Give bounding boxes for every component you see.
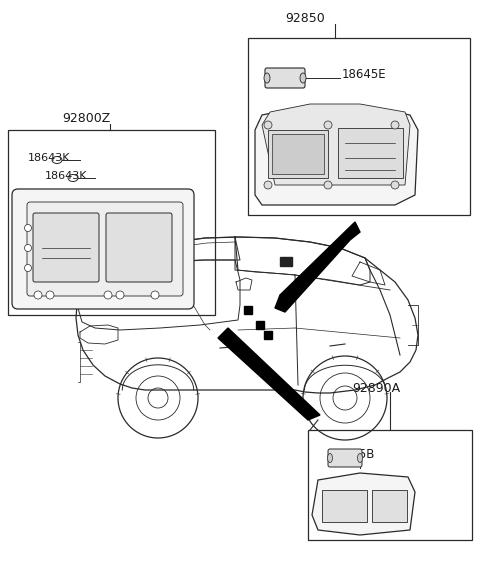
Ellipse shape (300, 73, 306, 83)
Bar (268, 130, 328, 178)
Circle shape (324, 121, 332, 129)
Circle shape (391, 181, 399, 189)
Circle shape (34, 291, 42, 299)
Circle shape (24, 264, 32, 271)
Bar (8, 130, 215, 315)
Circle shape (46, 291, 54, 299)
Bar (256, 321, 264, 329)
Bar (308, 430, 472, 540)
Circle shape (391, 121, 399, 129)
FancyBboxPatch shape (265, 68, 305, 88)
FancyBboxPatch shape (27, 202, 183, 296)
Polygon shape (275, 222, 360, 312)
FancyBboxPatch shape (106, 213, 172, 282)
Polygon shape (262, 104, 410, 185)
Text: 92850: 92850 (285, 12, 325, 25)
Circle shape (104, 291, 112, 299)
Text: 18643K: 18643K (28, 153, 71, 163)
Bar (338, 128, 403, 178)
Bar (280, 257, 292, 266)
FancyBboxPatch shape (12, 189, 194, 309)
Text: 18643K: 18643K (45, 171, 87, 181)
Circle shape (264, 181, 272, 189)
Circle shape (264, 121, 272, 129)
Bar (372, 490, 407, 522)
Bar (264, 331, 272, 339)
FancyBboxPatch shape (328, 449, 362, 467)
Circle shape (116, 291, 124, 299)
Text: 92800Z: 92800Z (62, 112, 110, 125)
Circle shape (151, 291, 159, 299)
Polygon shape (255, 105, 418, 205)
Bar (272, 134, 324, 174)
Bar (248, 38, 470, 215)
Polygon shape (218, 328, 320, 420)
Ellipse shape (327, 453, 333, 463)
Circle shape (24, 224, 32, 231)
Text: 92890A: 92890A (352, 382, 400, 395)
Text: 18645E: 18645E (342, 68, 386, 81)
Bar (244, 306, 252, 314)
FancyBboxPatch shape (33, 213, 99, 282)
Ellipse shape (358, 453, 362, 463)
Bar (322, 490, 367, 522)
Circle shape (24, 244, 32, 251)
Ellipse shape (264, 73, 270, 83)
Circle shape (324, 181, 332, 189)
Polygon shape (312, 473, 415, 535)
Text: 18645B: 18645B (330, 448, 375, 461)
